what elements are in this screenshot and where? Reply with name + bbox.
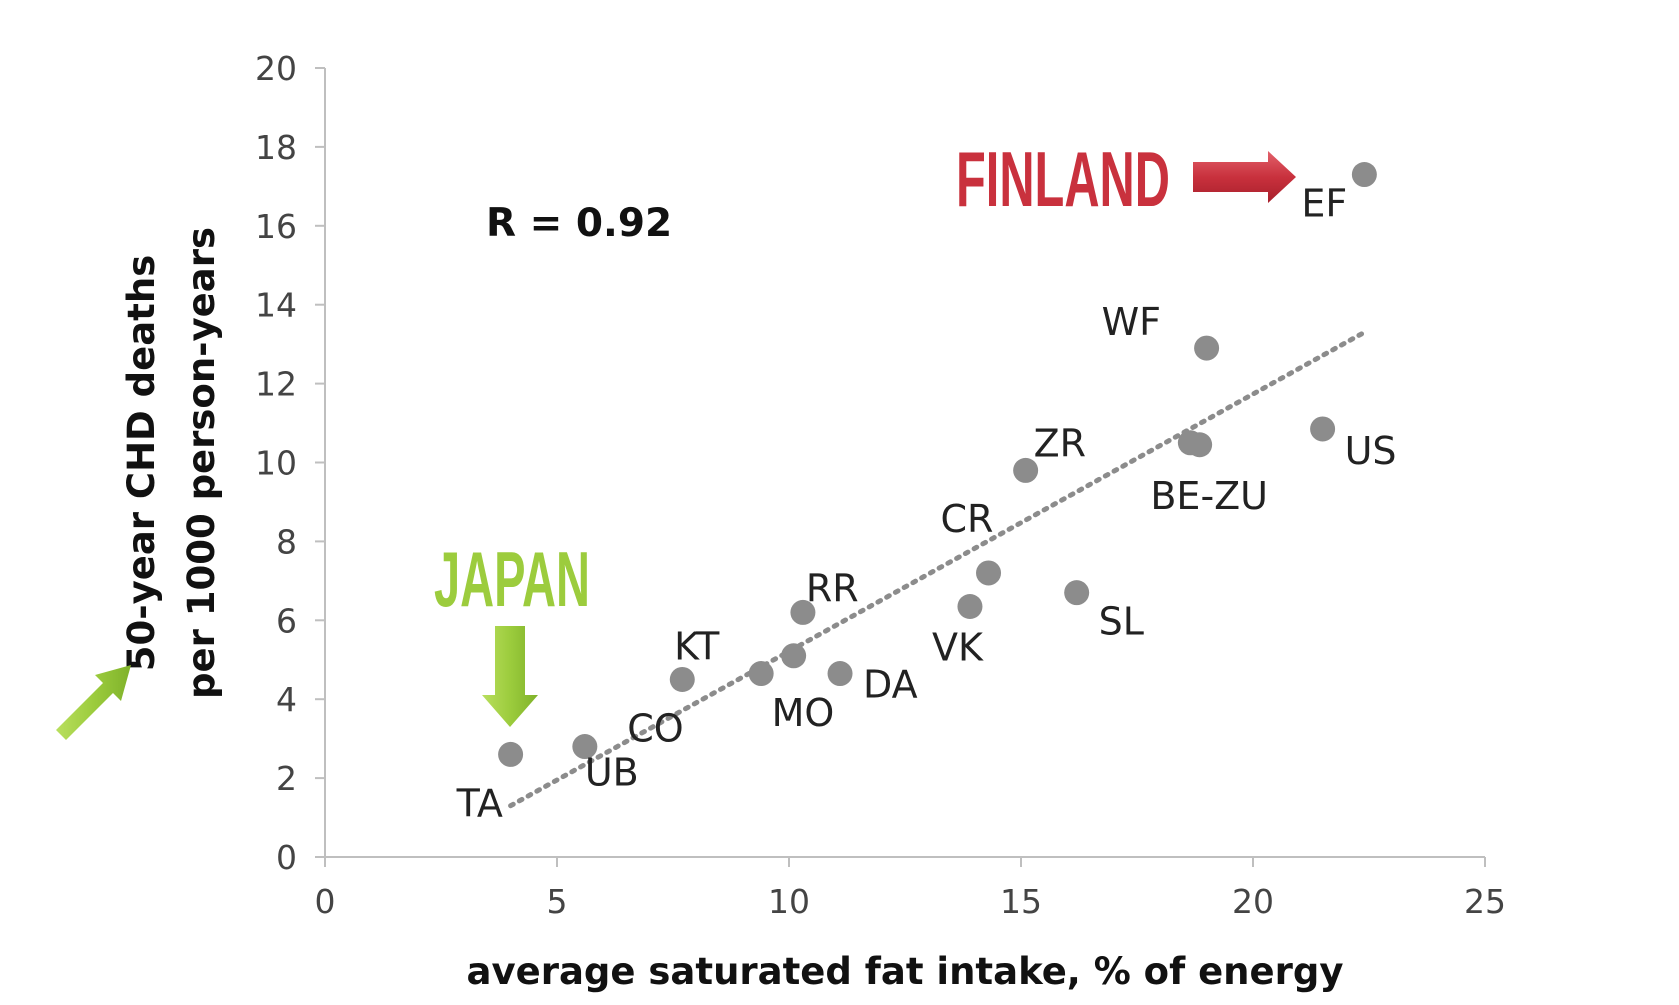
r-value-annotation: R = 0.92 (486, 201, 672, 246)
y-tick-label: 2 (276, 759, 297, 798)
data-point-mo (781, 643, 807, 669)
point-label-ef: EF (1301, 182, 1347, 226)
point-label-ub: UB (585, 751, 639, 795)
x-tick-label: 5 (547, 882, 568, 921)
point-label-mo: MO (772, 691, 835, 735)
y-tick-label: 4 (276, 680, 297, 719)
data-point-wf (1194, 335, 1220, 361)
y-tick-label: 0 (276, 838, 297, 877)
data-point-cr (976, 560, 1002, 586)
data-point-ub (572, 734, 598, 760)
point-label-co: CO (627, 706, 683, 750)
japan-arrow-icon (482, 626, 538, 727)
point-label-da: DA (863, 663, 918, 707)
point-label-sl: SL (1099, 600, 1144, 644)
data-point-us (1310, 416, 1336, 442)
y-tick-label: 18 (255, 128, 297, 167)
data-point-vk (957, 593, 983, 619)
japan-callout-label: JAPAN (434, 535, 590, 623)
y-tick-label: 6 (276, 601, 297, 640)
point-label-ta: TA (456, 781, 503, 825)
x-tick-label: 10 (768, 882, 810, 921)
y-tick-label: 14 (255, 286, 297, 325)
point-label-wf: WF (1102, 300, 1161, 344)
y-axis-pointer-arrow-icon (56, 665, 131, 740)
point-label-rr: RR (806, 566, 859, 610)
data-point-kt (748, 661, 774, 687)
finland-callout-label: FINLAND (956, 135, 1170, 223)
data-point-rr (790, 599, 816, 625)
x-ticks: 0 5 10 15 20 25 (315, 857, 1506, 921)
point-label-be-zu: BE-ZU (1150, 474, 1268, 518)
point-label-vk: VK (932, 625, 984, 669)
x-tick-label: 20 (1232, 882, 1274, 921)
point-label-kt: KT (674, 625, 720, 669)
data-point-ef (1351, 162, 1377, 188)
y-tick-label: 10 (255, 444, 297, 483)
data-point-zr (1013, 457, 1039, 483)
point-label-us: US (1345, 429, 1397, 473)
x-tick-label: 0 (315, 882, 336, 921)
data-points (498, 162, 1377, 767)
y-tick-label: 8 (276, 522, 297, 561)
point-label-zr: ZR (1034, 421, 1086, 465)
y-tick-label: 20 (255, 49, 297, 88)
data-point-ta (498, 741, 524, 767)
finland-arrow-icon (1193, 151, 1296, 203)
point-label-cr: CR (941, 497, 994, 541)
data-point-sl (1064, 580, 1090, 606)
x-tick-label: 15 (1000, 882, 1042, 921)
y-tick-label: 16 (255, 207, 297, 246)
y-axis-title-line1: 50-year CHD deaths (120, 255, 163, 671)
data-point-da (827, 661, 853, 687)
y-tick-label: 12 (255, 365, 297, 404)
trend-line (508, 329, 1367, 809)
x-axis-title: average saturated fat intake, % of energ… (467, 950, 1344, 993)
data-point (1187, 432, 1213, 458)
y-axis-title-line2: per 1000 person-years (180, 227, 223, 699)
y-ticks: 0 2 4 6 8 10 12 14 16 18 20 (255, 49, 325, 877)
x-tick-label: 25 (1464, 882, 1506, 921)
data-point-co (669, 666, 695, 692)
